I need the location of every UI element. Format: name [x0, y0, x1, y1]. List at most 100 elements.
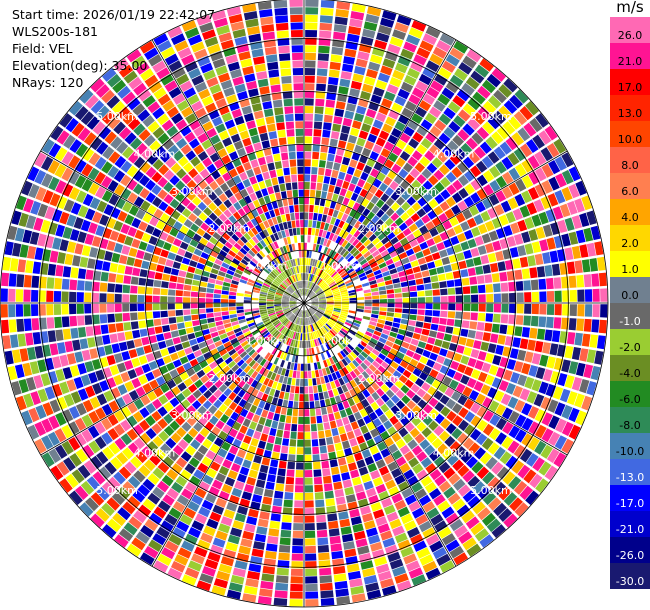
- velocity-bin: [200, 324, 209, 330]
- velocity-bin: [273, 365, 280, 374]
- velocity-bin: [211, 116, 223, 127]
- velocity-bin: [282, 296, 290, 299]
- velocity-bin: [441, 60, 456, 73]
- velocity-bin: [461, 82, 475, 96]
- velocity-bin: [365, 344, 374, 352]
- velocity-bin: [464, 183, 476, 195]
- velocity-bin: [290, 583, 303, 592]
- velocity-bin: [271, 217, 278, 225]
- velocity-bin: [524, 351, 534, 363]
- velocity-bin: [353, 368, 361, 377]
- velocity-bin: [310, 307, 317, 312]
- velocity-bin: [415, 321, 424, 328]
- velocity-bin: [511, 460, 525, 474]
- velocity-bin: [333, 293, 341, 297]
- velocity-bin: [87, 258, 96, 269]
- velocity-bin: [316, 278, 322, 285]
- velocity-bin: [101, 110, 116, 125]
- velocity-bin: [209, 443, 220, 454]
- velocity-bin: [228, 265, 237, 272]
- velocity-bin: [193, 349, 203, 358]
- velocity-bin: [103, 390, 114, 402]
- velocity-bin: [550, 222, 561, 235]
- velocity-bin: [398, 481, 410, 492]
- velocity-bin: [544, 329, 553, 342]
- velocity-bin: [124, 235, 134, 246]
- velocity-bin: [502, 121, 516, 135]
- velocity-bin: [42, 402, 54, 416]
- velocity-bin: [299, 386, 304, 394]
- velocity-bin: [465, 516, 480, 530]
- velocity-bin: [475, 393, 486, 405]
- velocity-bin: [259, 366, 266, 375]
- velocity-bin: [296, 151, 304, 159]
- velocity-bin: [206, 241, 215, 250]
- velocity-bin: [108, 400, 120, 413]
- velocity-bin: [269, 404, 276, 413]
- velocity-bin: [270, 328, 277, 335]
- velocity-bin: [325, 350, 332, 358]
- velocity-bin: [194, 48, 208, 60]
- velocity-bin: [438, 430, 450, 442]
- velocity-bin: [422, 501, 436, 513]
- velocity-bin: [56, 461, 70, 476]
- velocity-bin: [428, 268, 438, 276]
- velocity-bin: [442, 376, 453, 386]
- velocity-bin: [218, 213, 228, 222]
- velocity-bin: [157, 341, 167, 350]
- velocity-bin: [509, 292, 517, 303]
- velocity-bin: [266, 254, 273, 262]
- velocity-bin: [315, 244, 320, 252]
- velocity-bin: [415, 80, 429, 92]
- velocity-bin: [401, 286, 410, 293]
- velocity-bin: [218, 490, 230, 501]
- velocity-bin: [163, 194, 174, 205]
- velocity-bin: [378, 315, 386, 320]
- velocity-bin: [214, 379, 223, 389]
- velocity-bin: [387, 352, 396, 361]
- velocity-bin: [316, 321, 322, 328]
- velocity-bin: [157, 406, 168, 417]
- velocity-bin: [120, 419, 132, 432]
- velocity-bin: [179, 356, 189, 365]
- velocity-bin: [205, 303, 213, 308]
- velocity-bin: [297, 289, 301, 297]
- velocity-bin: [266, 304, 274, 307]
- velocity-bin: [399, 276, 408, 282]
- velocity-bin: [107, 283, 115, 293]
- velocity-bin: [425, 375, 435, 385]
- velocity-bin: [267, 295, 275, 299]
- velocity-bin: [568, 361, 579, 375]
- velocity-bin: [535, 478, 549, 493]
- velocity-bin: [77, 231, 87, 243]
- velocity-bin: [310, 182, 317, 190]
- velocity-bin: [300, 280, 303, 288]
- velocity-bin: [292, 266, 296, 274]
- velocity-bin: [101, 417, 113, 431]
- velocity-bin: [512, 258, 521, 269]
- velocity-bin: [307, 235, 311, 243]
- velocity-bin: [307, 273, 311, 281]
- velocity-bin: [405, 174, 415, 184]
- velocity-bin: [315, 91, 326, 99]
- velocity-bin: [316, 311, 323, 316]
- velocity-bin: [274, 590, 288, 599]
- velocity-bin: [493, 283, 501, 293]
- velocity-bin: [554, 156, 567, 171]
- velocity-bin: [471, 226, 481, 237]
- velocity-bin: [118, 466, 132, 480]
- velocity-bin: [334, 108, 345, 117]
- velocity-bin: [343, 56, 355, 65]
- velocity-bin: [360, 90, 371, 101]
- velocity-bin: [394, 121, 406, 132]
- velocity-bin: [577, 304, 585, 317]
- velocity-bin: [204, 217, 214, 227]
- velocity-bin: [282, 305, 290, 308]
- velocity-bin: [361, 262, 370, 269]
- velocity-bin: [205, 338, 214, 346]
- velocity-bin: [267, 311, 275, 315]
- velocity-bin: [129, 294, 137, 303]
- velocity-bin: [445, 171, 457, 183]
- velocity-bin: [78, 268, 87, 279]
- velocity-bin: [444, 435, 456, 447]
